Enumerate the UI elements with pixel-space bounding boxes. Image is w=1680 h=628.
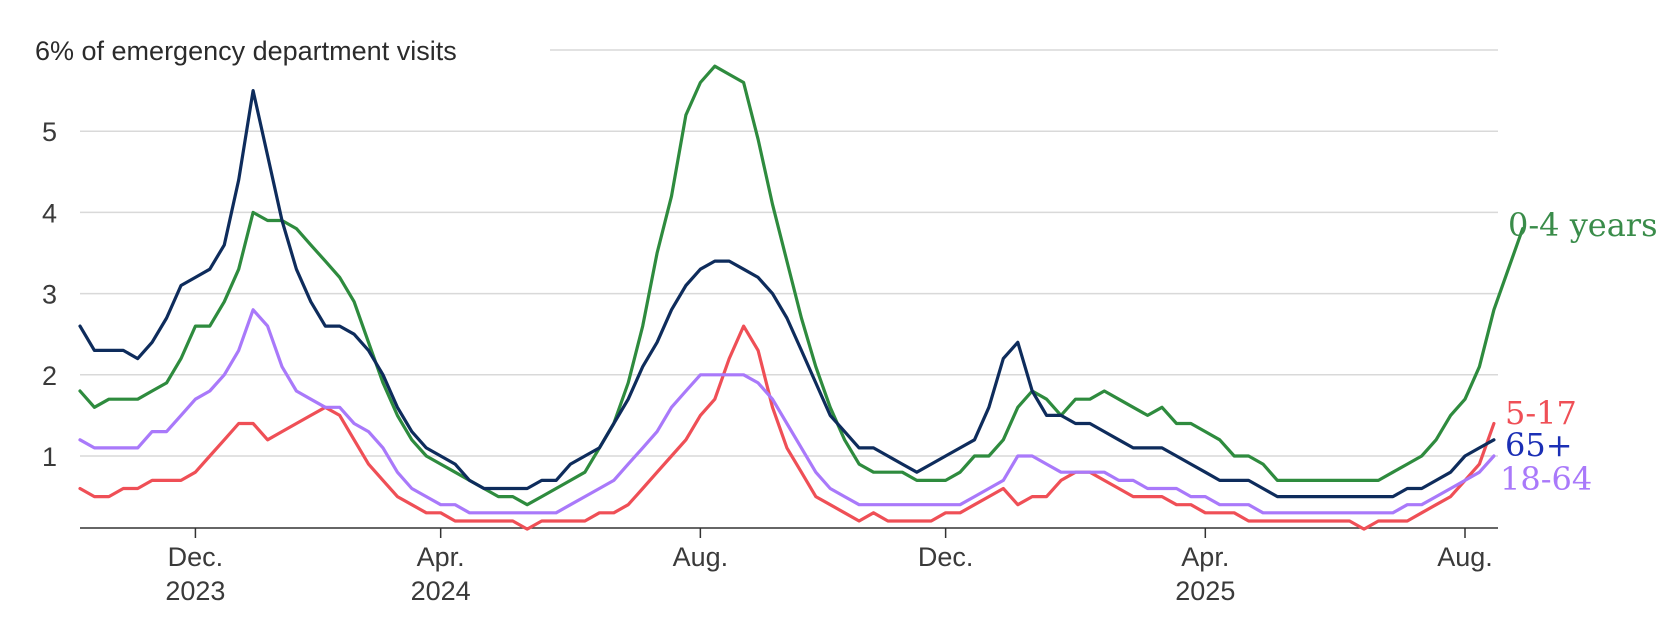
y-tick-label: 2 xyxy=(42,361,57,391)
x-tick-label: Aug. xyxy=(1437,542,1493,572)
x-tick-label: Aug. xyxy=(673,542,729,572)
x-tick-label: Apr. xyxy=(417,542,465,572)
series-line-5-17 xyxy=(78,324,1496,531)
x-tick-label: Dec. xyxy=(168,542,224,572)
series-line-0-4-years xyxy=(78,64,1525,507)
series-line-65- xyxy=(78,88,1496,499)
y-axis-label: 6% of emergency department visits xyxy=(35,36,457,66)
x-tick-label: Dec. xyxy=(918,542,974,572)
series-label-0-4-years: 0-4 years xyxy=(1508,206,1658,244)
series-label-65-: 65+ xyxy=(1505,426,1573,464)
x-tick-label: Apr. xyxy=(1181,542,1229,572)
series-label-18-64: 18-64 xyxy=(1500,460,1592,498)
y-tick-label: 4 xyxy=(42,198,57,228)
x-tick-year-label: 2024 xyxy=(411,576,471,606)
y-tick-label: 1 xyxy=(42,442,57,472)
x-axis: Dec. 2023 Apr. 2024 Aug. Dec. Apr. 2025 Aug. xyxy=(165,528,1493,606)
y-axis: 1 2 3 4 5 xyxy=(42,117,57,472)
x-tick-year-label: 2023 xyxy=(165,576,225,606)
series-line-18-64 xyxy=(78,308,1496,515)
y-axis-label-background xyxy=(30,32,550,66)
x-tick-year-label: 2025 xyxy=(1175,576,1235,606)
series-label-5-17: 5-17 xyxy=(1505,394,1577,432)
y-tick-label: 5 xyxy=(42,117,57,147)
y-tick-label: 3 xyxy=(42,280,57,310)
series-lines xyxy=(78,64,1525,531)
